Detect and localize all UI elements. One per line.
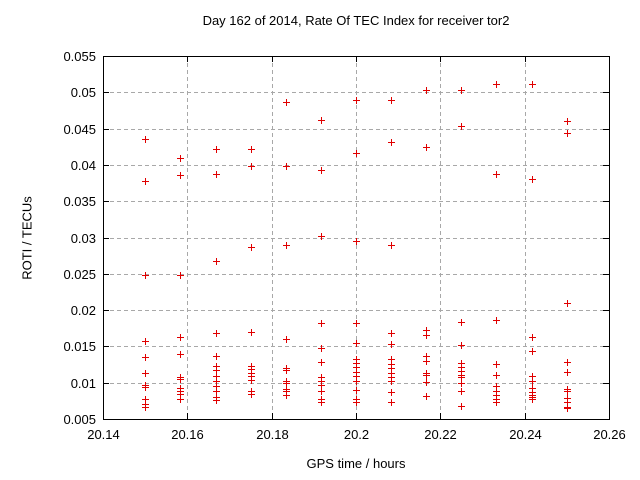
y-tick-label: 0.045 — [63, 122, 96, 137]
y-tick-label: 0.015 — [63, 339, 96, 354]
x-tick-label: 20.24 — [509, 427, 542, 442]
x-tick-label: 20.26 — [593, 427, 626, 442]
x-axis-label: GPS time / hours — [306, 456, 406, 471]
chart-title: Day 162 of 2014, Rate Of TEC Index for r… — [202, 13, 510, 28]
x-tick-label: 20.2 — [344, 427, 369, 442]
data-point-markers — [142, 81, 571, 412]
x-tick-label: 20.22 — [424, 427, 457, 442]
y-tick-label: 0.04 — [71, 158, 96, 173]
x-tick-label: 20.16 — [171, 427, 204, 442]
y-tick-label: 0.02 — [71, 303, 96, 318]
y-tick-label: 0.03 — [71, 231, 96, 246]
y-tick-label: 0.025 — [63, 267, 96, 282]
y-tick-label: 0.05 — [71, 85, 96, 100]
y-tick-label: 0.01 — [71, 376, 96, 391]
y-tick-label: 0.035 — [63, 194, 96, 209]
y-tick-label: 0.005 — [63, 412, 96, 427]
x-tick-label: 20.18 — [256, 427, 289, 442]
y-tick-label: 0.055 — [63, 49, 96, 64]
x-tick-label: 20.14 — [87, 427, 120, 442]
